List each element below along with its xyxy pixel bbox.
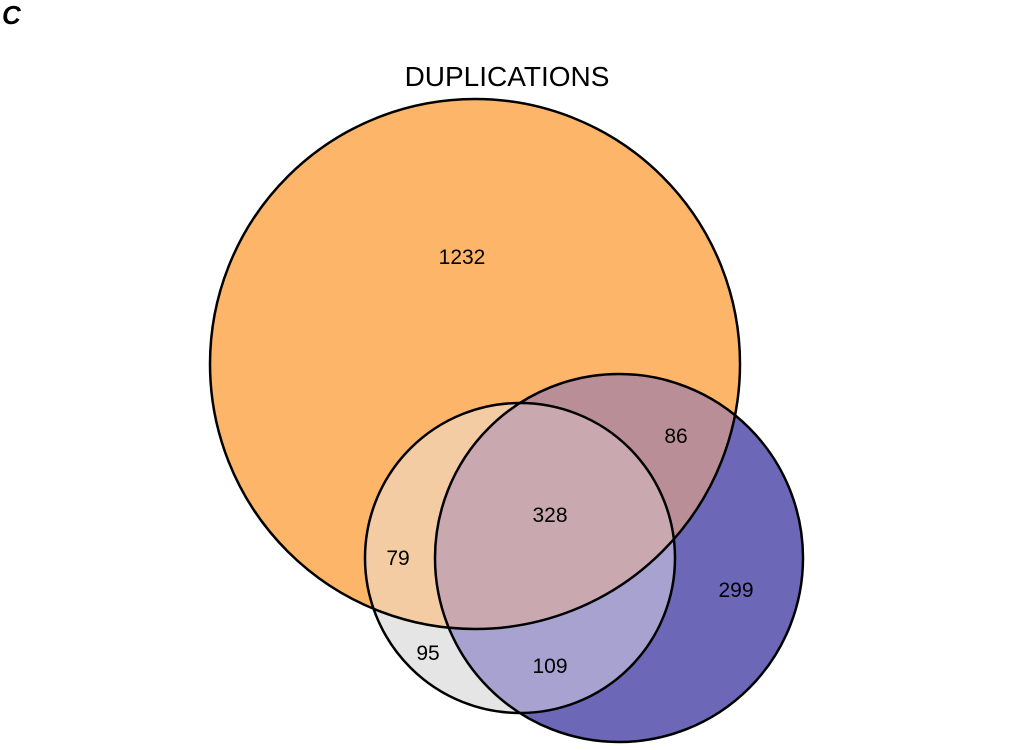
region-b-c-count: 109 [532,655,567,678]
set-c-outline [433,372,805,744]
panel-label: C [2,0,21,30]
region-a-b-c-count: 328 [532,504,567,527]
region-a-only-count: 1232 [439,246,486,269]
set-a-outline [208,97,742,631]
overlap-a-b-c [435,403,675,629]
region-a-c-count: 86 [664,425,687,448]
region-a-b-count: 79 [386,547,409,570]
diagram-title: DUPLICATIONS [405,61,610,92]
region-c-only-count: 299 [718,579,753,602]
region-b-only-count: 95 [416,642,439,665]
